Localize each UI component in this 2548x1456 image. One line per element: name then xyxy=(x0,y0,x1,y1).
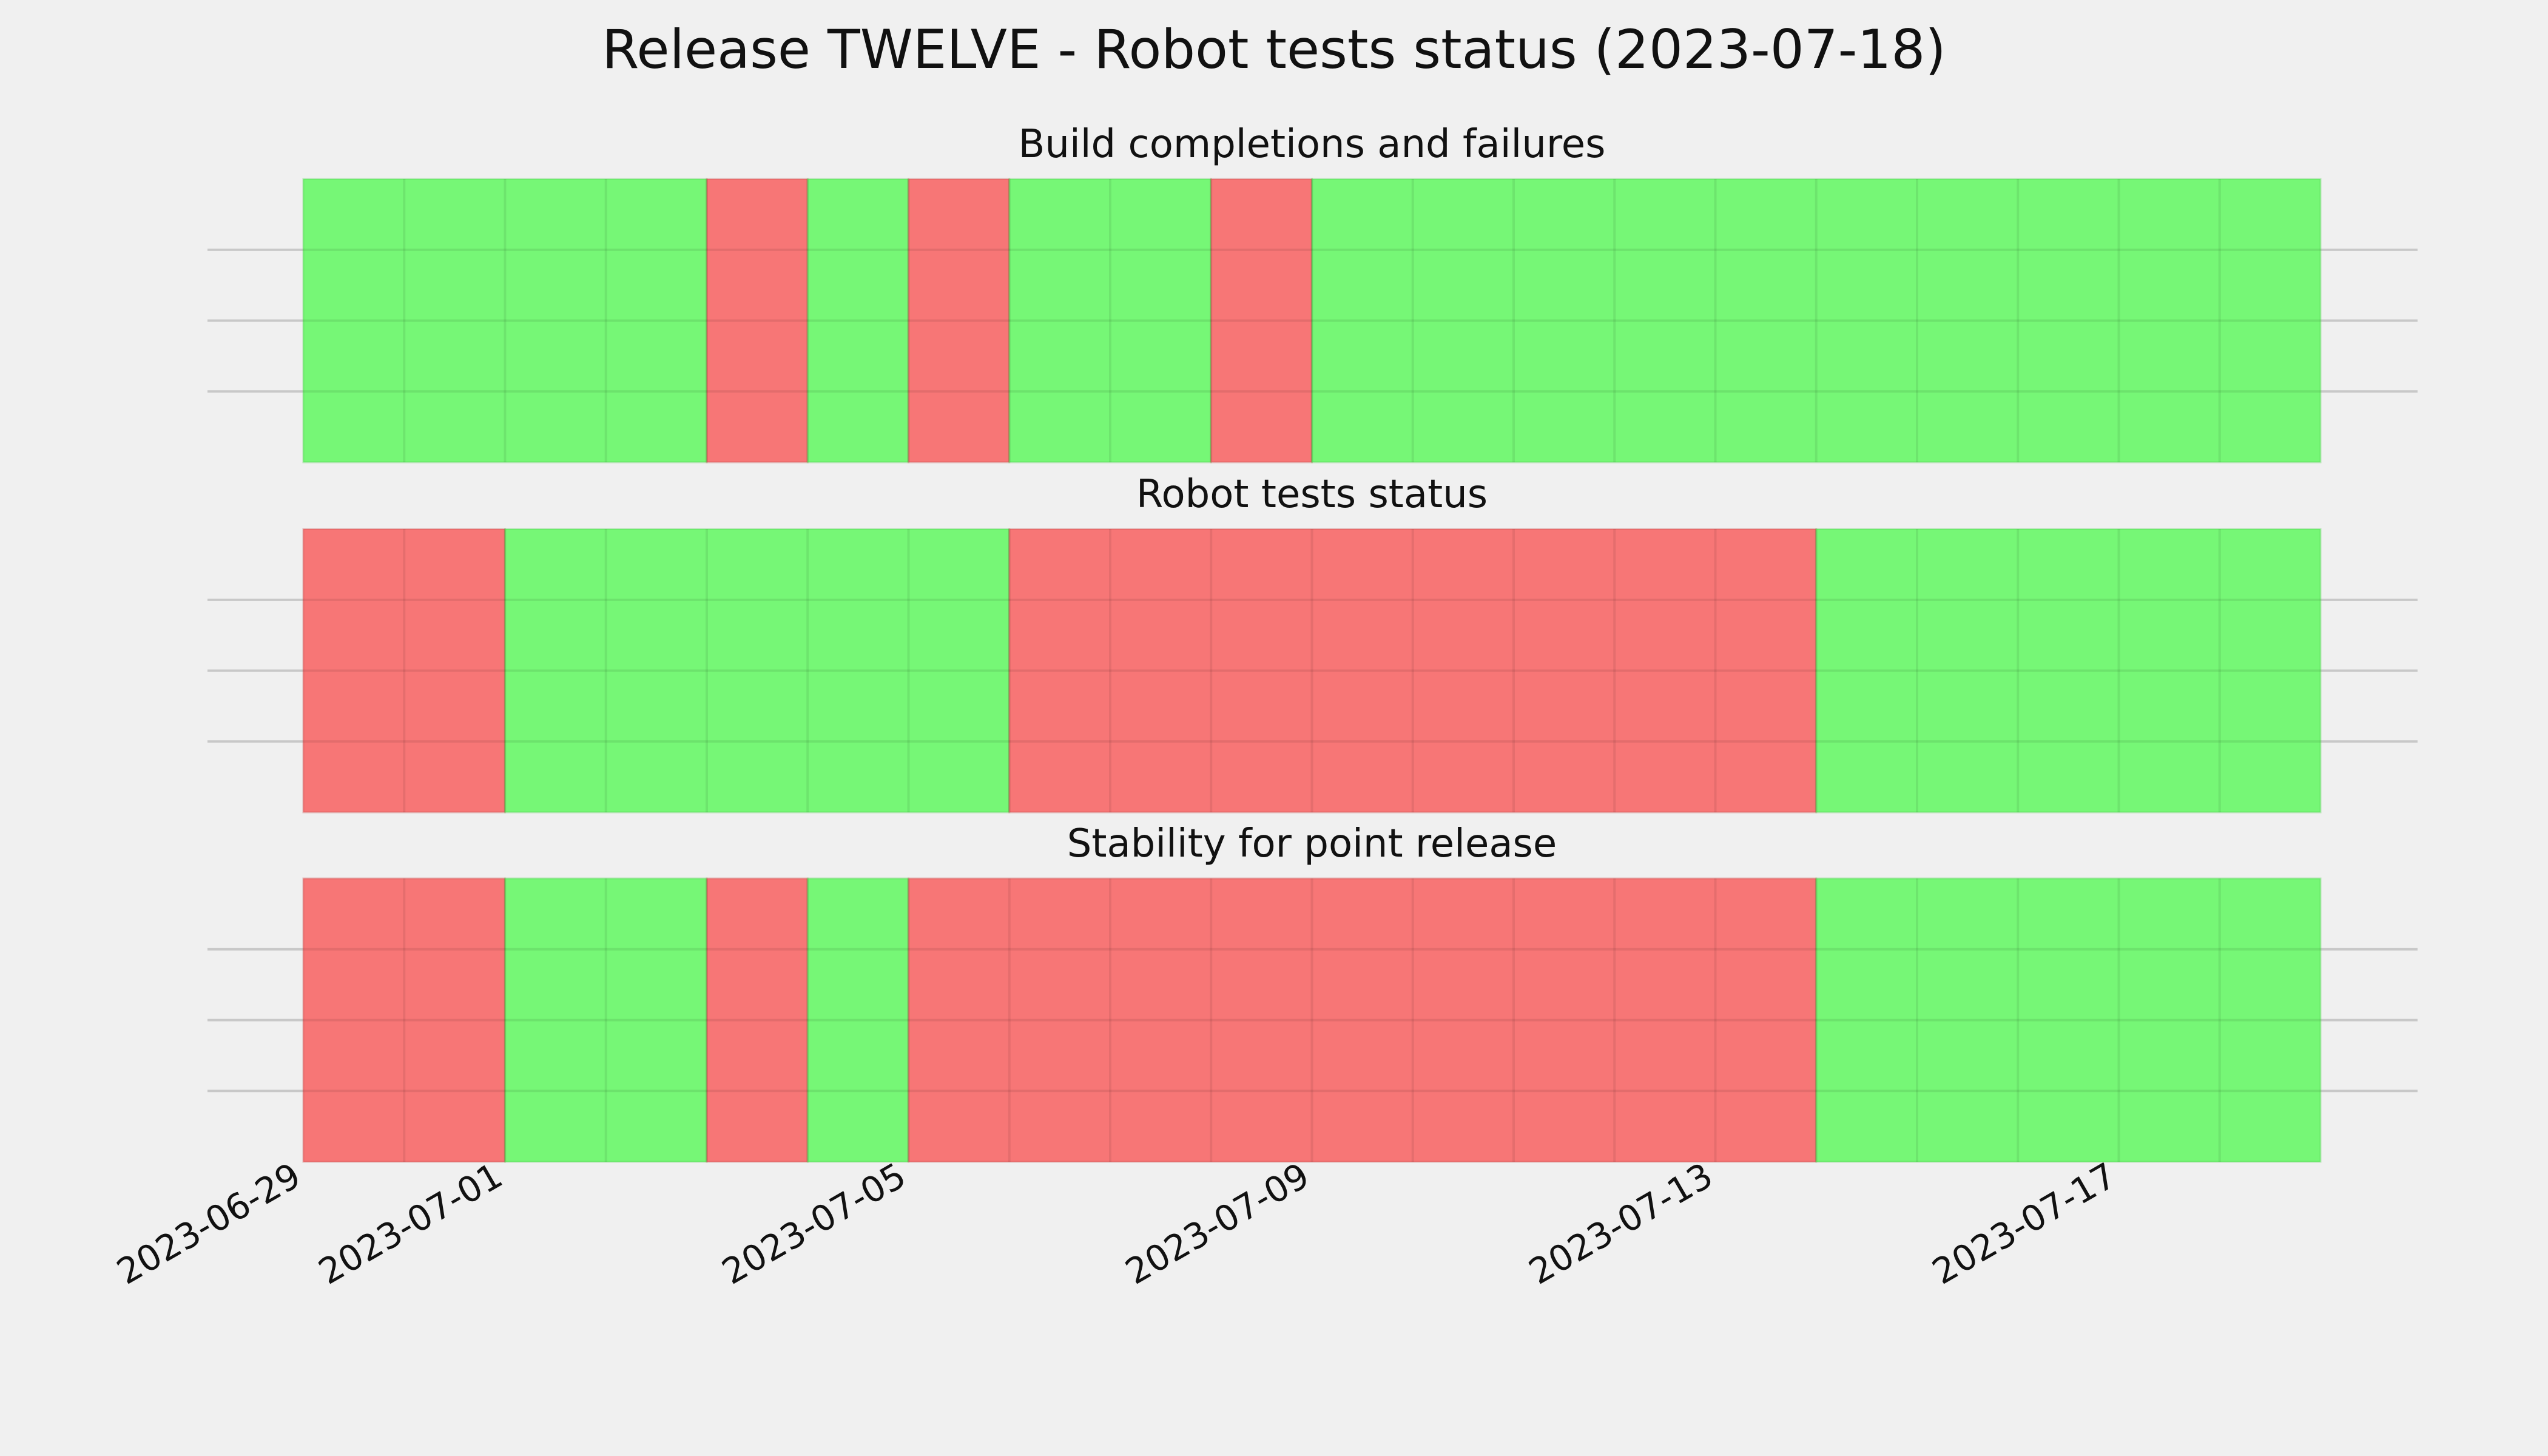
status-segment-fail xyxy=(908,877,1818,1163)
status-segment-pass xyxy=(1311,178,2322,463)
status-segment-pass xyxy=(504,877,708,1163)
x-axis: 2023-06-29 2023-07-01 2023-07-05 2023-07-09… xyxy=(110,1154,2123,1292)
status-segment-fail xyxy=(302,877,506,1163)
status-segment-fail xyxy=(908,178,1011,463)
status-segment-fail xyxy=(1210,178,1313,463)
chart-title: Release TWELVE - Robot tests status (202… xyxy=(602,18,1946,81)
panel-0: Build completions and failures xyxy=(207,122,2418,463)
panel-title: Stability for point release xyxy=(1067,821,1557,866)
status-segment-fail xyxy=(706,877,809,1163)
status-segment-fail xyxy=(1008,528,1818,814)
status-segment-fail xyxy=(302,528,506,814)
status-segment-fail xyxy=(706,178,809,463)
status-segment-pass xyxy=(806,877,909,1163)
status-segment-pass xyxy=(302,178,708,463)
panels-group: Build completions and failures Robot test… xyxy=(207,122,2418,1163)
status-segment-pass xyxy=(1008,178,1212,463)
x-tick-label: 2023-07-13 xyxy=(1522,1154,1720,1292)
x-tick-label: 2023-07-05 xyxy=(715,1154,913,1292)
status-segment-pass xyxy=(504,528,1011,814)
panel-1: Robot tests status xyxy=(207,472,2418,814)
x-tick-label: 2023-06-29 xyxy=(110,1154,308,1292)
panel-2: Stability for point release xyxy=(207,821,2418,1163)
panel-title: Build completions and failures xyxy=(1019,122,1606,167)
x-tick-label: 2023-07-09 xyxy=(1119,1154,1316,1292)
status-segment-pass xyxy=(1815,877,2322,1163)
x-tick-label: 2023-07-01 xyxy=(312,1154,510,1292)
status-segment-pass xyxy=(806,178,909,463)
status-segment-pass xyxy=(1815,528,2322,814)
x-tick-label: 2023-07-17 xyxy=(1926,1154,2123,1292)
panel-title: Robot tests status xyxy=(1136,472,1488,517)
